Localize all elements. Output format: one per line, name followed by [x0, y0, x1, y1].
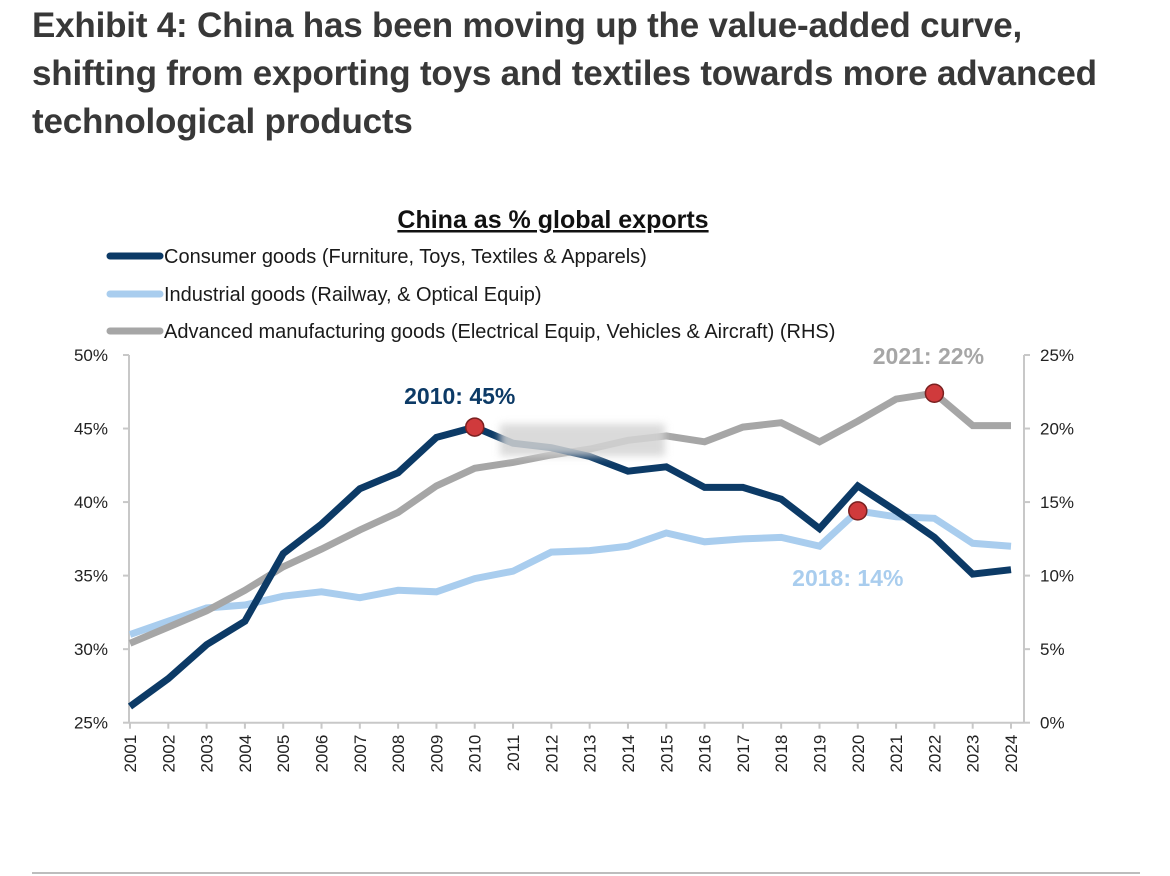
x-tick-label: 2017: [734, 735, 753, 773]
x-tick-label: 2014: [619, 735, 638, 773]
x-tick-label: 2007: [351, 735, 370, 773]
x-tick-label: 2024: [1002, 735, 1021, 773]
annotation-label-2: 2021: 22%: [873, 343, 984, 369]
right-tick-label: 20%: [1040, 420, 1074, 439]
left-tick-label: 25%: [74, 714, 108, 733]
legend-label-0: Consumer goods (Furniture, Toys, Textile…: [164, 246, 647, 268]
right-tick-label: 10%: [1040, 567, 1074, 586]
x-tick-label: 2003: [198, 735, 217, 773]
highlight-marker-1: [848, 501, 868, 521]
annotation-label-0: 2010: 45%: [404, 383, 515, 409]
x-tick-label: 2005: [274, 735, 293, 773]
left-tick-label: 30%: [74, 640, 108, 659]
x-tick-label: 2023: [964, 735, 983, 773]
left-tick-label: 40%: [74, 493, 108, 512]
right-tick-label: 25%: [1040, 346, 1074, 365]
x-tick-label: 2021: [887, 735, 906, 773]
x-tick-label: 2009: [427, 735, 446, 773]
x-tick-label: 2012: [542, 735, 561, 773]
x-tick-label: 2019: [810, 735, 829, 773]
x-tick-label: 2018: [772, 735, 791, 773]
redaction-blur: [500, 424, 665, 456]
x-tick-label: 2004: [236, 735, 255, 773]
x-tick-label: 2022: [925, 735, 944, 773]
legend-label-1: Industrial goods (Railway, & Optical Equ…: [164, 284, 542, 306]
x-tick-label: 2015: [657, 735, 676, 773]
chart-title: China as % global exports: [397, 206, 708, 234]
right-tick-label: 0%: [1040, 714, 1065, 733]
annotations: 2010: 45% 2018: 14% 2021: 22%: [404, 343, 984, 591]
right-tick-label: 5%: [1040, 640, 1065, 659]
x-tick-label: 2010: [466, 735, 485, 773]
x-tick-label: 2002: [159, 735, 178, 773]
annotation-label-1: 2018: 14%: [792, 565, 903, 591]
exhibit-title: Exhibit 4: China has been moving up the …: [32, 6, 1097, 141]
x-tick-label: 2001: [121, 735, 140, 773]
x-tick-label: 2020: [849, 735, 868, 773]
left-tick-label: 35%: [74, 567, 108, 586]
x-tick-label: 2013: [581, 735, 600, 773]
right-tick-label: 15%: [1040, 493, 1074, 512]
left-tick-label: 45%: [74, 420, 108, 439]
x-tick-label: 2011: [504, 735, 523, 772]
highlight-marker-2: [924, 383, 945, 403]
highlight-marker-0: [464, 417, 485, 437]
axes: 25% 30% 35% 40% 45% 50% 0% 5% 10% 15% 20% 25% 2001 20…: [74, 346, 1074, 773]
legend-label-2: Advanced manufacturing goods (Electrical…: [164, 321, 835, 343]
x-tick-label: 2008: [389, 735, 408, 773]
x-tick-label: 2016: [696, 735, 715, 773]
legend: Consumer goods (Furniture, Toys, Textile…: [106, 246, 835, 343]
x-tick-label: 2006: [313, 735, 332, 773]
left-tick-label: 50%: [74, 346, 108, 365]
footer-divider: [32, 872, 1140, 874]
